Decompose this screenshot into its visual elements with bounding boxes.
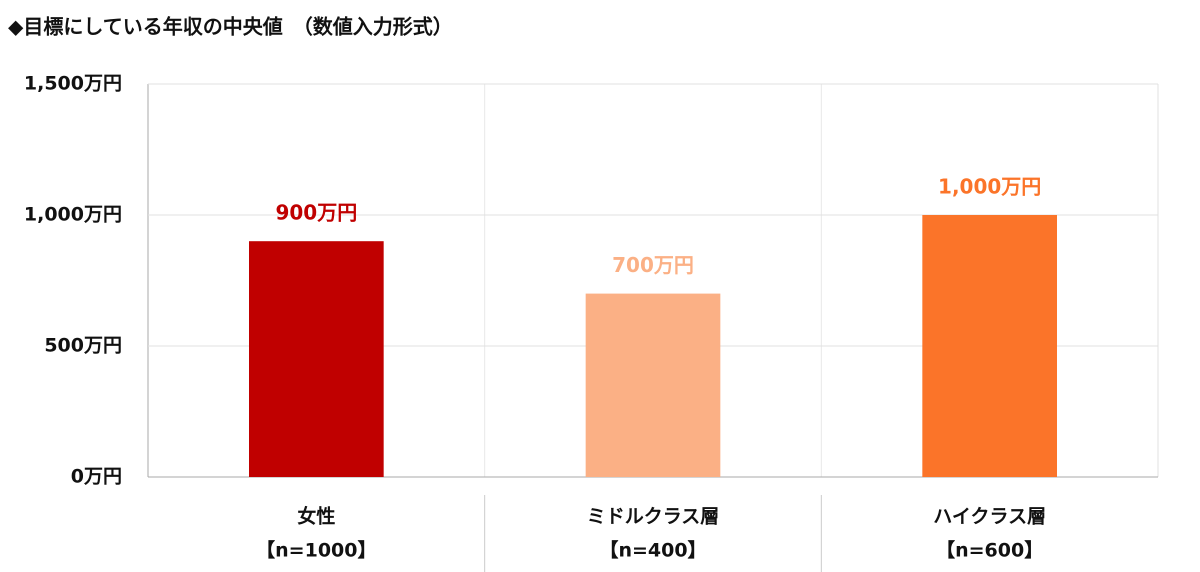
y-tick-label: 0万円 xyxy=(71,466,122,488)
y-tick-label: 1,000万円 xyxy=(24,204,122,226)
x-tick-note: 【n=600】 xyxy=(936,539,1043,562)
x-tick-label: 女性 xyxy=(297,505,335,528)
value-label: 1,000万円 xyxy=(938,175,1041,199)
x-tick-note: 【n=1000】 xyxy=(256,539,376,562)
x-tick-label: ハイクラス層 xyxy=(933,506,1046,528)
bar xyxy=(249,241,384,477)
bar xyxy=(585,293,721,477)
chart-title: ◆目標にしている年収の中央値 （数値入力形式） xyxy=(8,15,453,39)
bar xyxy=(922,215,1057,477)
y-tick-label: 500万円 xyxy=(44,335,122,357)
value-label: 900万円 xyxy=(275,201,357,225)
x-tick-note: 【n=400】 xyxy=(599,539,706,562)
value-label: 700万円 xyxy=(612,253,694,277)
x-tick-label: ミドルクラス層 xyxy=(587,506,720,528)
y-tick-label: 1,500万円 xyxy=(24,73,122,95)
